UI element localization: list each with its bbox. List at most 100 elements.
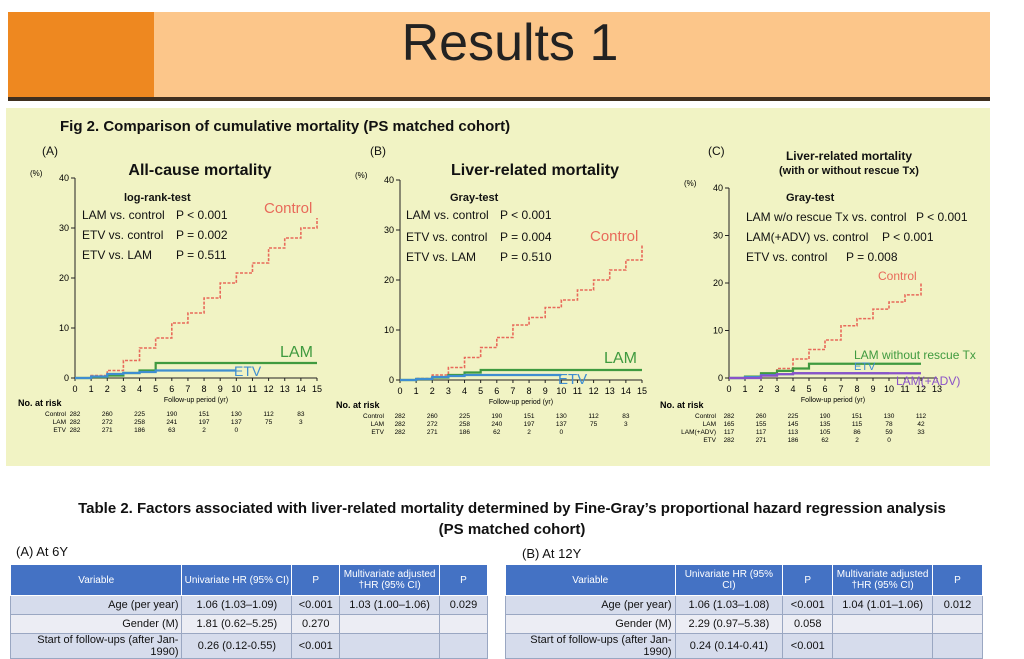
y-axis-unit: (%) [355,171,368,180]
series-label-lam: LAM without rescue Tx [854,348,976,362]
y-tick-label: 0 [64,373,69,383]
risk-row-label: Control [45,411,67,418]
panel-label: (B) [370,144,386,158]
table-header-row: Variable Univariate HR (95% CI) P Multiv… [9,564,488,596]
risk-value: 260 [756,413,767,420]
risk-row-label: Control [363,413,385,420]
risk-value: 117 [724,429,735,436]
x-tick-label: 7 [510,386,515,396]
header-divider [8,97,990,101]
risk-value: 151 [852,413,863,420]
x-tick-label: 1 [742,384,747,394]
panel-title: Liver-related mortality [785,149,913,163]
panel-title: All-cause mortality [128,162,272,179]
column-header: P [782,564,834,596]
x-tick-label: 3 [446,386,451,396]
y-axis-unit: (%) [684,179,697,188]
x-tick-label: 15 [312,384,322,394]
risk-row-label: Control [695,413,717,420]
series-label-control: Control [264,200,313,217]
panel-label: (A) [42,144,58,158]
y-tick-label: 30 [713,231,723,241]
x-tick-label: 7 [185,384,190,394]
series-label-control: Control [878,269,917,283]
table-cell: 0.270 [291,614,341,634]
risk-value: 113 [788,429,799,436]
table-cell [439,614,488,634]
risk-value: 258 [459,421,470,428]
risk-value: 3 [624,421,628,428]
x-tick-label: 1 [414,386,419,396]
risk-value: 282 [395,421,406,428]
table-cell: 1.04 (1.01–1.06) [832,595,934,615]
series-label-lam: LAM [604,350,637,367]
comparison-row: ETV vs. control P = 0.004 [406,230,552,244]
x-tick-label: 2 [430,386,435,396]
risk-value: 272 [102,419,113,426]
risk-row-label: ETV [703,437,716,444]
column-header: Variable [505,564,676,596]
x-tick-label: 5 [153,384,158,394]
risk-row-label: LAM [371,421,384,428]
risk-value: 112 [263,411,274,418]
risk-value: 197 [199,419,210,426]
table-cell: <0.001 [291,633,341,659]
table-cell: <0.001 [782,595,834,615]
table-row: Age (per year) 1.06 (1.03–1.09) <0.001 1… [9,595,488,615]
comparison-row: LAM vs. control P < 0.001 [82,208,228,222]
risk-value: 105 [820,429,831,436]
risk-value: 3 [299,419,303,426]
x-tick-label: 12 [264,384,274,394]
series-line [75,218,318,379]
risk-value: 59 [885,429,893,436]
risk-value: 186 [459,429,470,436]
x-tick-label: 13 [605,386,615,396]
table-header-row: Variable Univariate HR (95% CI) P Multiv… [505,564,983,596]
column-header: Variable [9,564,183,596]
y-tick-label: 40 [713,183,723,193]
comparison-row: ETV vs. control P = 0.002 [82,228,228,242]
x-tick-label: 0 [397,386,402,396]
risk-value: 130 [231,411,242,418]
risk-value: 282 [70,419,81,426]
table-cell: <0.001 [782,633,834,659]
comparison-row: ETV vs. LAM P = 0.510 [406,250,552,264]
risk-value: 117 [756,429,767,436]
series-line [400,373,562,382]
test-name: Gray-test [450,192,499,204]
x-tick-label: 14 [621,386,631,396]
y-tick-label: 10 [713,326,723,336]
x-tick-label: 12 [916,384,926,394]
risk-value: 83 [297,411,305,418]
y-tick-label: 10 [59,323,69,333]
x-tick-label: 5 [806,384,811,394]
x-axis-label: Follow-up period (yr) [489,399,553,406]
table-cell: 0.029 [439,595,488,615]
panel-title: Liver-related mortality [450,162,620,179]
x-tick-label: 10 [231,384,241,394]
comparison-row: ETV vs. control P = 0.008 [746,250,898,264]
risk-value: 282 [724,437,735,444]
x-tick-label: 4 [790,384,795,394]
risk-value: 75 [265,419,273,426]
risk-value: 225 [459,413,470,420]
figure-title: Fig 2. Comparison of cumulative mortalit… [60,118,511,135]
risk-value: 78 [885,421,893,428]
risk-value: 42 [917,421,925,428]
risk-value: 145 [788,421,799,428]
y-tick-label: 30 [384,225,394,235]
table-title: Table 2. Factors associated with liver-r… [78,500,946,517]
risk-value: 0 [560,429,564,436]
table-cell: 0.058 [782,614,834,634]
table-row: Age (per year) 1.06 (1.03–1.08) <0.001 1… [505,595,983,615]
y-tick-label: 20 [384,275,394,285]
table-cell: Age (per year) [9,595,183,615]
series-label-etv: ETV [558,371,588,388]
table-cell: 1.03 (1.00–1.06) [339,595,441,615]
x-tick-label: 12 [589,386,599,396]
risk-value: 271 [756,437,767,444]
panel-subtitle: (with or without rescue Tx) [779,165,919,177]
results-table-12y: Variable Univariate HR (95% CI) P Multiv… [505,564,983,659]
column-header: P [291,564,341,596]
